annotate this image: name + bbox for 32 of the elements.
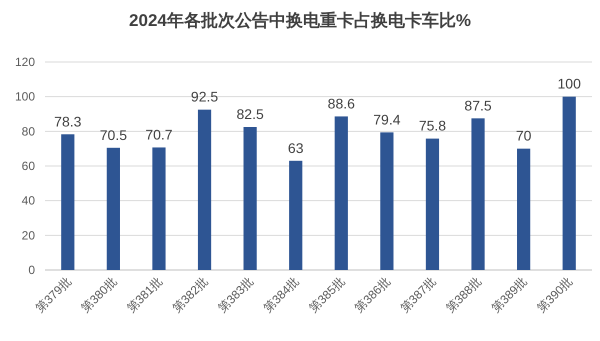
x-tick-label: 第383批: [215, 274, 256, 316]
x-tick-label: 第379批: [32, 274, 74, 316]
y-tick-label: 120: [14, 55, 36, 69]
data-label: 75.8: [418, 118, 446, 134]
data-label: 87.5: [464, 97, 492, 114]
data-label: 100: [558, 76, 582, 92]
data-label: 70: [516, 128, 532, 144]
data-label: 70.5: [100, 126, 128, 143]
y-tick-label: 40: [22, 194, 36, 208]
title: 2024年各批次公告中换电重卡占换电卡车比%: [129, 11, 471, 30]
data-label: 82.5: [236, 106, 264, 122]
x-tick-label: 第381批: [124, 274, 166, 316]
x-tick-label: 第385批: [306, 274, 348, 316]
data-label: 88.6: [328, 95, 356, 112]
data-label: 79.4: [373, 111, 401, 128]
x-tick-label: 第384批: [260, 274, 302, 316]
data-label: 92.5: [190, 88, 218, 105]
y-tick-label: 0: [28, 263, 36, 277]
data-label: 63: [288, 140, 304, 156]
data-label: 70.7: [145, 126, 173, 142]
x-tick-label: 第387批: [398, 274, 439, 316]
y-tick-label: 80: [22, 124, 36, 138]
x-tick-label: 第386批: [352, 274, 393, 316]
x-tick-label: 第382批: [170, 274, 211, 316]
data-label: 78.3: [54, 113, 82, 130]
y-tick-label: 60: [22, 159, 36, 173]
y-tick-label: 20: [22, 228, 36, 242]
x-tick-label: 第390批: [534, 274, 576, 316]
x-tick-label: 第389批: [488, 274, 530, 316]
x-tick-label: 第380批: [78, 274, 120, 316]
x-tick-label: 第388批: [443, 274, 484, 316]
y-tick-label: 100: [14, 90, 36, 104]
